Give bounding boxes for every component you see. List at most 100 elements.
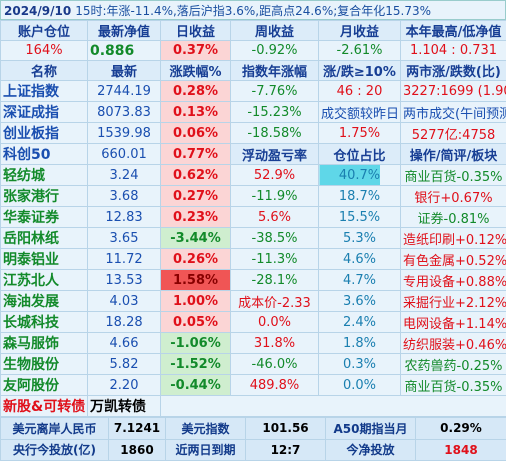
cell: 证券-0.81% bbox=[401, 207, 506, 228]
cell: 上证指数 bbox=[1, 81, 88, 102]
cell: 美元离岸人民币 bbox=[1, 418, 109, 440]
cell: 电网设备+1.14% bbox=[401, 312, 506, 333]
cell: 101.56 bbox=[246, 418, 326, 440]
cell: 央行今投放(亿) bbox=[1, 439, 109, 461]
cell: 操作/简评/板块 bbox=[401, 144, 506, 165]
cell: 银行+0.67% bbox=[401, 186, 506, 207]
cell: 商业百货-0.35% bbox=[401, 375, 506, 396]
page: 2024/9/10 15时:年涨-11.4%,落后沪指3.6%,距高点24.6%;… bbox=[0, 0, 506, 443]
row: 账户仓位最新净值日收益周收益月收益本年最高/低净值 bbox=[1, 21, 506, 41]
cell: 1.104 : 0.731 bbox=[401, 41, 506, 61]
cell: 日收益 bbox=[161, 21, 231, 41]
cell: 5.3% bbox=[319, 228, 401, 249]
cell: 有色金属+0.52% bbox=[401, 249, 506, 270]
cell: 华泰证券 bbox=[1, 207, 88, 228]
cell: 深证成指 bbox=[1, 102, 88, 123]
cell: 1539.98 bbox=[88, 123, 161, 144]
cell: 0.0% bbox=[231, 312, 319, 333]
cell: -15.23% bbox=[231, 102, 319, 123]
cell: 农药兽药-0.25% bbox=[401, 354, 506, 375]
cell: 最新 bbox=[88, 61, 161, 81]
cell: 生物股份 bbox=[1, 354, 88, 375]
cell: 5.82 bbox=[88, 354, 161, 375]
cell: 0.13% bbox=[161, 102, 231, 123]
cell: 0.05% bbox=[161, 312, 231, 333]
cell: 浮动盈亏率 bbox=[231, 144, 319, 165]
cell: 账户仓位 bbox=[1, 21, 88, 41]
row: 新股&可转债万凯转债 bbox=[1, 396, 506, 417]
cell: 0.28% bbox=[161, 81, 231, 102]
cell: -11.9% bbox=[231, 186, 319, 207]
cell: 美元指数 bbox=[166, 418, 246, 440]
cell: 近两日到期 bbox=[166, 439, 246, 461]
cell: 轻纺城 bbox=[1, 165, 88, 186]
cell: 岳阳林纸 bbox=[1, 228, 88, 249]
cell: 3227:1699 (1.90) bbox=[401, 81, 506, 102]
cell: 涨跌幅% bbox=[161, 61, 231, 81]
cell: 4.03 bbox=[88, 291, 161, 312]
cell: 31.8% bbox=[231, 333, 319, 354]
cell: 友阿股份 bbox=[1, 375, 88, 396]
cell: -0.92% bbox=[231, 41, 319, 61]
cell: 采掘行业+2.12% bbox=[401, 291, 506, 312]
cell: 5.6% bbox=[231, 207, 319, 228]
cell: 0.26% bbox=[161, 249, 231, 270]
cell: 1.75% bbox=[319, 123, 401, 144]
cell: 成交额较昨日 bbox=[319, 102, 401, 123]
cell: 1.8% bbox=[319, 333, 401, 354]
date: 2024/9/10 bbox=[4, 4, 71, 18]
cell: 创业板指 bbox=[1, 123, 88, 144]
cell: 指数年涨幅 bbox=[231, 61, 319, 81]
cell: 3.65 bbox=[88, 228, 161, 249]
cell: -3.44% bbox=[161, 228, 231, 249]
cell: 18.7% bbox=[319, 186, 401, 207]
cell: 1860 bbox=[109, 439, 166, 461]
cell: 1848 bbox=[416, 439, 506, 461]
cell: 0.23% bbox=[161, 207, 231, 228]
cell: 纺织服装+0.46% bbox=[401, 333, 506, 354]
cell: 4.66 bbox=[88, 333, 161, 354]
cell: 成本价-2.33 bbox=[231, 291, 319, 312]
cell: -28.1% bbox=[231, 270, 319, 291]
summary: 15时:年涨-11.4%,落后沪指3.6%,距高点24.6%;复合年化15.73… bbox=[75, 4, 431, 18]
cell: 4.7% bbox=[319, 270, 401, 291]
cell: -2.61% bbox=[319, 41, 401, 61]
cell: -7.76% bbox=[231, 81, 319, 102]
cell: -38.5% bbox=[231, 228, 319, 249]
cell: 3.68 bbox=[88, 186, 161, 207]
cell: 11.72 bbox=[88, 249, 161, 270]
cell: -1.06% bbox=[161, 333, 231, 354]
cell: 两市涨/跌数(比) bbox=[401, 61, 506, 81]
cell: 本年最高/低净值 bbox=[401, 21, 506, 41]
cell: 仓位占比 bbox=[319, 144, 401, 165]
cell: 4.6% bbox=[319, 249, 401, 270]
cell: 18.28 bbox=[88, 312, 161, 333]
cell: 46 : 20 bbox=[319, 81, 401, 102]
cell: 2.4% bbox=[319, 312, 401, 333]
cell: 明泰铝业 bbox=[1, 249, 88, 270]
cell: 0.886 bbox=[88, 41, 161, 61]
cell: 0.37% bbox=[161, 41, 231, 61]
cell: 名称 bbox=[1, 61, 88, 81]
cell: 两市成交(午间预测) bbox=[401, 102, 506, 123]
cell: 12:7 bbox=[246, 439, 326, 461]
cell: 164% bbox=[1, 41, 88, 61]
empty-cell bbox=[161, 396, 506, 417]
cell: 15.5% bbox=[319, 207, 401, 228]
header: 2024/9/10 15时:年涨-11.4%,落后沪指3.6%,距高点24.6%;… bbox=[0, 0, 506, 20]
cell: 森马服饰 bbox=[1, 333, 88, 354]
cell: 13.53 bbox=[88, 270, 161, 291]
cell: 商业百货-0.35% bbox=[401, 165, 506, 186]
cell: 1.58% bbox=[161, 270, 231, 291]
